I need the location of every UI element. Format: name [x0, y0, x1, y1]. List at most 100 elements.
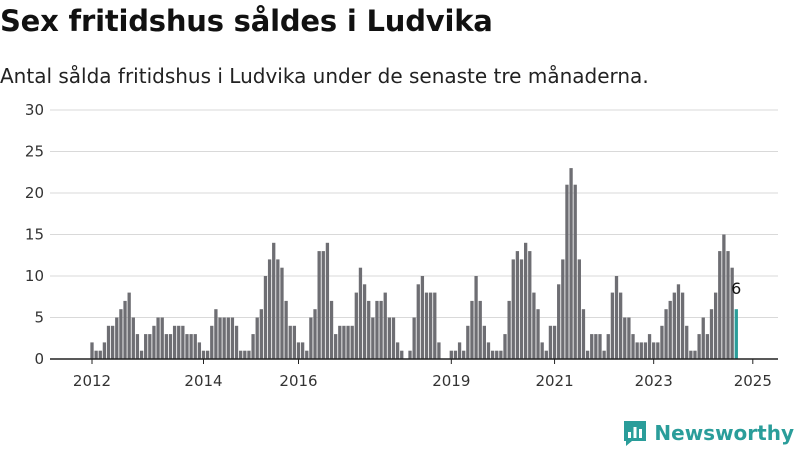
bar — [606, 334, 610, 359]
bar — [181, 325, 185, 359]
highlight-value-label: 6 — [731, 279, 741, 298]
y-tick-label: 25 — [25, 143, 44, 161]
bar — [722, 234, 726, 359]
bar — [647, 334, 652, 359]
bar — [222, 317, 226, 359]
bar — [288, 325, 292, 359]
bar — [139, 350, 144, 359]
bar — [631, 334, 635, 359]
bar — [185, 334, 189, 359]
x-tick-label: 2019 — [432, 372, 470, 390]
bar — [168, 334, 173, 359]
bar — [214, 309, 218, 359]
bar — [338, 325, 342, 359]
bar — [680, 292, 685, 359]
bar — [375, 300, 379, 359]
bar — [90, 342, 94, 359]
bar — [350, 325, 354, 359]
bar — [371, 317, 375, 359]
bar — [106, 325, 111, 359]
bar — [656, 342, 660, 359]
bar — [259, 309, 263, 359]
bar — [602, 350, 606, 359]
bar — [536, 309, 540, 359]
bar — [255, 317, 259, 359]
bar — [486, 342, 491, 359]
bar — [408, 350, 412, 359]
bar — [115, 317, 119, 359]
bar — [420, 276, 425, 359]
bar — [272, 242, 276, 359]
bar — [660, 325, 664, 359]
bar — [693, 350, 697, 359]
bar — [552, 325, 557, 359]
bar — [685, 325, 689, 359]
bar — [251, 334, 255, 359]
bar — [594, 334, 598, 359]
bar — [573, 184, 577, 359]
bar — [709, 309, 714, 359]
bar — [519, 259, 524, 359]
y-tick-label: 30 — [25, 101, 44, 119]
bar — [267, 259, 272, 359]
bar — [201, 350, 206, 359]
bar — [284, 300, 288, 359]
bar — [664, 309, 668, 359]
bar — [643, 342, 648, 359]
bar — [102, 342, 107, 359]
bar — [205, 350, 210, 359]
y-tick-label: 5 — [34, 309, 44, 327]
bar — [701, 317, 705, 359]
bar — [367, 300, 371, 359]
bar — [135, 334, 140, 359]
bar — [379, 300, 383, 359]
bar — [470, 300, 474, 359]
bar — [474, 276, 478, 359]
bar — [164, 334, 168, 359]
bar — [697, 334, 701, 359]
bar — [565, 184, 569, 359]
y-tick-label: 0 — [34, 350, 44, 368]
bar — [557, 284, 561, 359]
bar — [247, 350, 251, 359]
bar — [300, 342, 305, 359]
bar — [172, 325, 177, 359]
bar — [156, 317, 160, 359]
bar-highlight — [734, 309, 738, 359]
bar — [354, 292, 358, 359]
bar — [391, 317, 396, 359]
bar — [462, 350, 466, 359]
bar — [524, 242, 528, 359]
bar — [197, 342, 202, 359]
bar — [424, 292, 429, 359]
bar — [280, 267, 284, 359]
bar — [131, 317, 135, 359]
bar — [234, 325, 239, 359]
bar — [111, 325, 115, 359]
bar — [705, 334, 710, 359]
bar — [540, 342, 544, 359]
bar — [177, 325, 181, 359]
bar — [618, 292, 623, 359]
bar — [639, 342, 643, 359]
bar — [503, 334, 507, 359]
bar — [730, 267, 734, 359]
bar — [226, 317, 230, 359]
bar — [309, 317, 313, 359]
bar — [482, 325, 486, 359]
bar — [676, 284, 681, 359]
x-tick-label: 2023 — [635, 372, 673, 390]
bar — [668, 300, 672, 359]
bar — [160, 317, 164, 359]
bar — [548, 325, 553, 359]
bar — [263, 276, 268, 359]
bar — [457, 342, 462, 359]
bar — [313, 309, 317, 359]
chart-subtitle: Antal sålda fritidshus i Ludvika under d… — [0, 64, 649, 88]
bar — [127, 292, 131, 359]
bar — [296, 342, 301, 359]
x-tick-label: 2014 — [184, 372, 222, 390]
bar — [433, 292, 437, 359]
bar — [652, 342, 656, 359]
bar — [346, 325, 350, 359]
